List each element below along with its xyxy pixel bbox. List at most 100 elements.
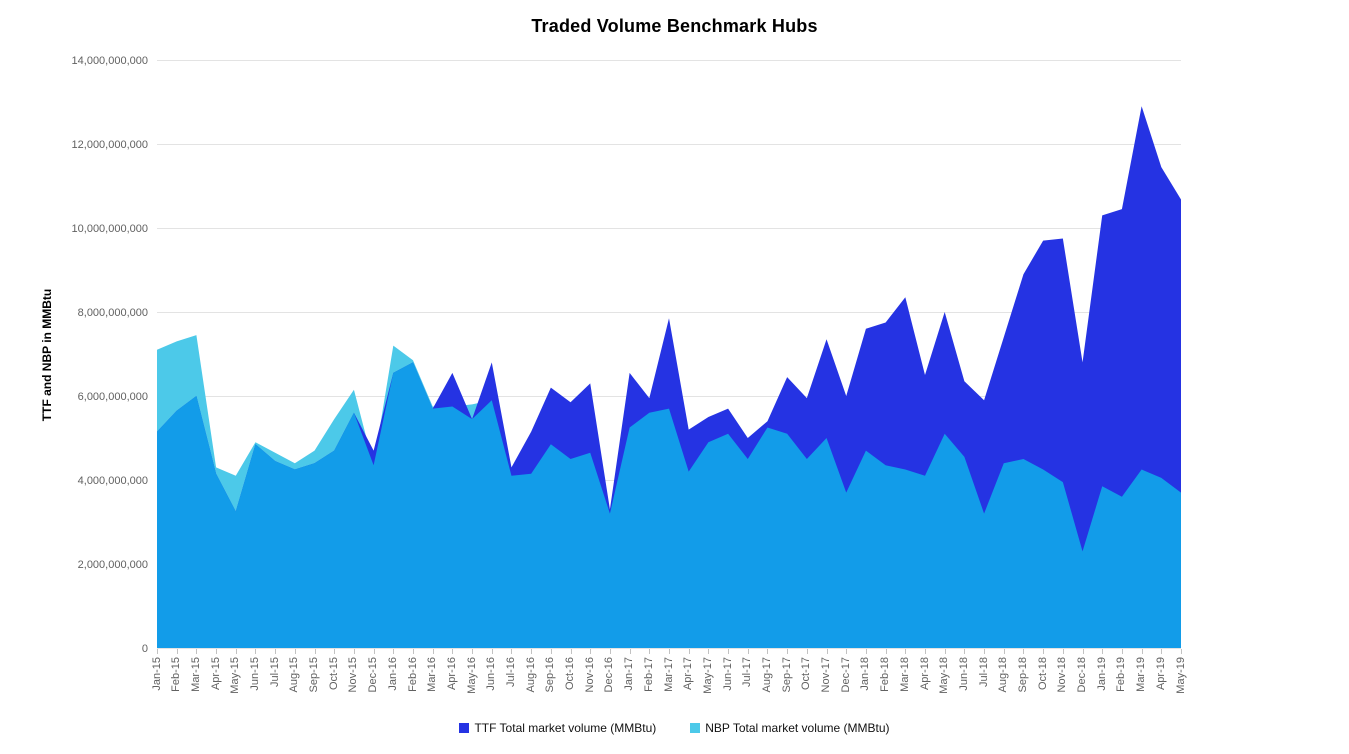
x-tick-label: Jun-15 (248, 657, 261, 691)
x-tick-mark (827, 649, 828, 654)
legend-item-ttf: TTF Total market volume (MMBtu) (459, 721, 656, 735)
x-tick-label: Sep-16 (544, 657, 557, 693)
y-tick-label: 12,000,000,000 (71, 139, 148, 151)
x-tick-mark (925, 649, 926, 654)
x-tick-label: Apr-17 (682, 657, 695, 691)
x-tick-label: Oct-18 (1036, 657, 1049, 691)
y-tick-label: 8,000,000,000 (77, 307, 148, 319)
x-tick-label: Mar-18 (898, 657, 911, 692)
legend-label-nbp: NBP Total market volume (MMBtu) (705, 721, 890, 735)
x-tick-label: May-16 (465, 657, 478, 694)
x-tick-label: Apr-19 (1154, 657, 1167, 691)
x-tick-mark (630, 649, 631, 654)
x-tick-label: Nov-15 (347, 657, 360, 693)
x-tick-label: Feb-17 (642, 657, 655, 692)
x-tick-mark (846, 649, 847, 654)
x-tick-mark (610, 649, 611, 654)
x-tick-mark (433, 649, 434, 654)
x-tick-mark (905, 649, 906, 654)
x-tick-label: Mar-15 (189, 657, 202, 692)
x-tick-mark (255, 649, 256, 654)
gridline (157, 228, 1181, 229)
plot-area (157, 106, 1181, 648)
x-tick-label: Jan-19 (1095, 657, 1108, 691)
x-tick-mark (315, 649, 316, 654)
x-tick-label: Oct-17 (800, 657, 813, 691)
x-tick-mark (472, 649, 473, 654)
x-tick-label: Jul-18 (977, 657, 990, 687)
x-tick-mark (374, 649, 375, 654)
x-tick-mark (886, 649, 887, 654)
x-tick-mark (1122, 649, 1123, 654)
legend-swatch-nbp (690, 723, 701, 733)
x-tick-label: Jul-15 (268, 657, 281, 687)
x-tick-mark (295, 649, 296, 654)
x-tick-label: Jan-18 (859, 657, 872, 691)
x-tick-label: Apr-15 (209, 657, 222, 691)
x-tick-label: Jan-17 (623, 657, 636, 691)
x-tick-label: Mar-19 (1135, 657, 1148, 692)
x-tick-label: Jan-15 (150, 657, 163, 691)
y-tick-label: 4,000,000,000 (77, 475, 148, 487)
x-tick-label: Jun-16 (485, 657, 498, 691)
x-tick-mark (787, 649, 788, 654)
x-tick-label: Feb-18 (879, 657, 892, 692)
x-tick-mark (964, 649, 965, 654)
x-tick-label: Sep-18 (1016, 657, 1029, 693)
x-tick-label: May-18 (938, 657, 951, 694)
x-tick-label: Jul-17 (741, 657, 754, 687)
x-tick-mark (767, 649, 768, 654)
x-tick-label: Dec-16 (603, 657, 616, 693)
y-tick-label: 0 (141, 643, 148, 655)
chart-title: Traded Volume Benchmark Hubs (531, 16, 818, 36)
gridline (157, 648, 1181, 649)
x-tick-mark (551, 649, 552, 654)
x-tick-label: Dec-18 (1076, 657, 1089, 693)
x-tick-mark (1063, 649, 1064, 654)
y-tick-label: 14,000,000,000 (71, 55, 148, 67)
y-tick-label: 10,000,000,000 (71, 223, 148, 235)
x-tick-mark (157, 649, 158, 654)
x-tick-label: Dec-17 (839, 657, 852, 693)
x-tick-mark (334, 649, 335, 654)
x-tick-mark (354, 649, 355, 654)
x-tick-mark (866, 649, 867, 654)
x-tick-mark (984, 649, 985, 654)
x-tick-label: Feb-15 (170, 657, 183, 692)
x-tick-mark (728, 649, 729, 654)
x-tick-mark (492, 649, 493, 654)
x-tick-label: Aug-18 (997, 657, 1010, 693)
x-tick-mark (1161, 649, 1162, 654)
x-tick-mark (748, 649, 749, 654)
gridline (157, 144, 1181, 145)
x-tick-label: Jul-16 (504, 657, 517, 687)
x-tick-mark (216, 649, 217, 654)
x-tick-mark (649, 649, 650, 654)
x-tick-mark (1142, 649, 1143, 654)
legend-label-ttf: TTF Total market volume (MMBtu) (474, 721, 657, 735)
x-tick-label: Sep-15 (308, 657, 321, 693)
x-tick-mark (807, 649, 808, 654)
x-tick-mark (1004, 649, 1005, 654)
x-tick-mark (590, 649, 591, 654)
x-tick-label: Jan-16 (386, 657, 399, 691)
x-tick-mark (413, 649, 414, 654)
x-tick-mark (945, 649, 946, 654)
x-tick-label: May-19 (1174, 657, 1187, 694)
x-tick-mark (708, 649, 709, 654)
x-tick-mark (196, 649, 197, 654)
x-tick-mark (689, 649, 690, 654)
x-tick-label: Nov-18 (1056, 657, 1069, 693)
x-tick-label: Apr-18 (918, 657, 931, 691)
x-tick-label: Oct-16 (564, 657, 577, 691)
x-tick-mark (1083, 649, 1084, 654)
x-tick-mark (452, 649, 453, 654)
x-tick-mark (177, 649, 178, 654)
x-tick-mark (1181, 649, 1182, 654)
x-tick-label: Jun-18 (957, 657, 970, 691)
x-tick-label: May-15 (229, 657, 242, 694)
legend-item-nbp: NBP Total market volume (MMBtu) (690, 721, 890, 735)
x-tick-mark (669, 649, 670, 654)
x-tick-mark (531, 649, 532, 654)
